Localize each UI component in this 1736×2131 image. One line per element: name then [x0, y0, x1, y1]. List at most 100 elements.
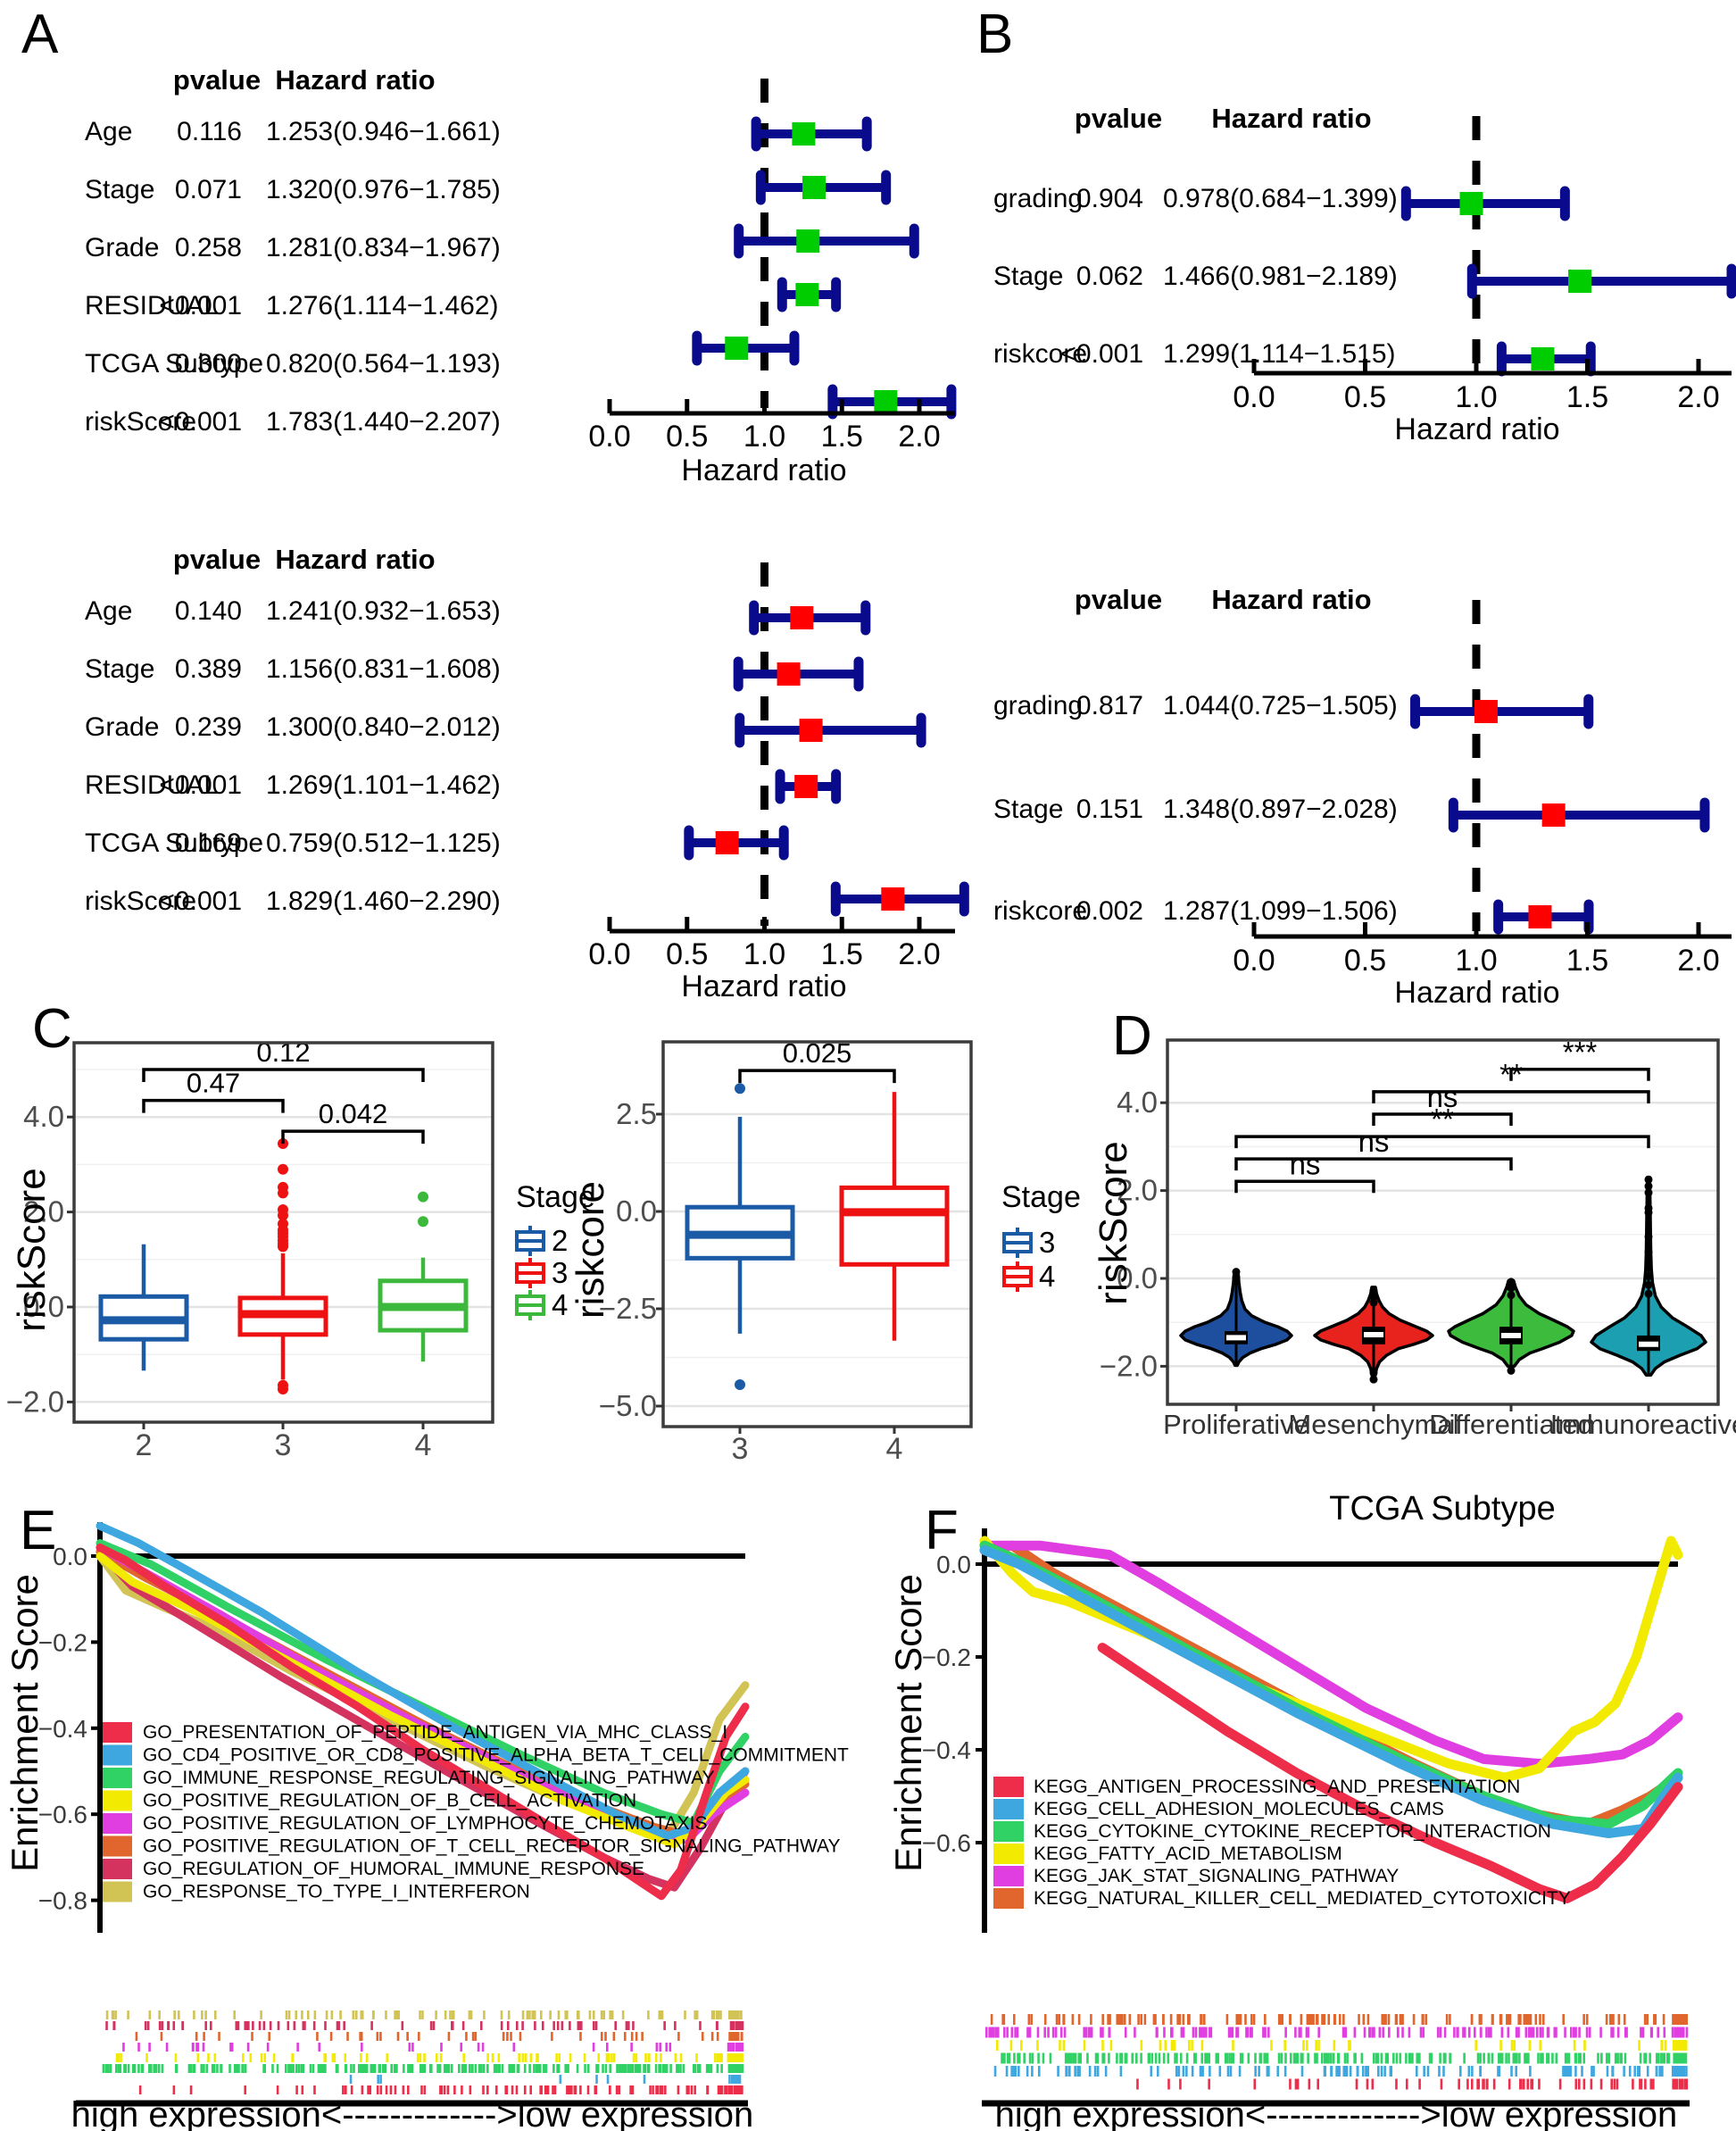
x-axis-title: Hazard ratio	[681, 454, 846, 487]
significance-bracket	[738, 1069, 896, 1084]
enrichment-curve	[979, 1540, 1683, 1769]
legend-swatch	[993, 1799, 1024, 1819]
hr-marker	[1528, 905, 1552, 928]
violin-point	[1369, 1293, 1378, 1302]
violin-point	[1232, 1273, 1241, 1282]
legend-swatch	[103, 1768, 132, 1788]
legend-swatch	[103, 1881, 132, 1902]
forest-row-hr: 1.269(1.101−1.462)	[266, 770, 501, 800]
legend-entry-label: GO_POSITIVE_REGULATION_OF_T_CELL_RECEPTO…	[143, 1836, 841, 1857]
legend-swatch	[103, 1859, 132, 1879]
y-axis-title: riskScore	[1092, 1141, 1135, 1304]
violin-point	[1644, 1247, 1653, 1256]
hr-marker	[796, 229, 820, 253]
outlier-point	[418, 1191, 428, 1203]
x-axis-tick-label: 0.5	[1344, 380, 1386, 414]
legend-entry-label: KEGG_CYTOKINE_CYTOKINE_RECEPTOR_INTERACT…	[1034, 1821, 1551, 1842]
legend-entry-label: GO_PRESENTATION_OF_PEPTIDE_ANTIGEN_VIA_M…	[143, 1722, 727, 1743]
forest-row-label: RESIDUAL	[85, 770, 219, 800]
legend-entry-label: 3	[552, 1256, 568, 1289]
legend-entry-label: KEGG_NATURAL_KILLER_CELL_MEDIATED_CYTOTO…	[1034, 1888, 1571, 1909]
forest-row-pvalue: 0.002	[1076, 896, 1143, 926]
hr-marker	[799, 719, 823, 742]
legend-entry-label: 4	[552, 1288, 568, 1321]
x-axis-tick-label: 0.5	[666, 937, 708, 971]
significance-bracket	[1509, 1068, 1650, 1081]
legend-entry-label: GO_RESPONSE_TO_TYPE_I_INTERFERON	[143, 1882, 530, 1902]
x-axis-tick-label: 1.0	[743, 937, 785, 971]
panel-label-e: E	[20, 1500, 57, 1561]
forest-row-pvalue: 0.071	[175, 175, 242, 204]
outlier-point	[278, 1187, 288, 1199]
x-axis-tick-label: 1.5	[821, 937, 863, 971]
forest-row-pvalue: 0.151	[1076, 795, 1143, 824]
y-axis-title: Enrichment Score	[887, 1574, 929, 1872]
legend-entry-label: GO_CD4_POSITIVE_OR_CD8_POSITIVE_ALPHA_BE…	[143, 1745, 849, 1766]
legend-entry-label: 4	[1039, 1260, 1055, 1293]
x-tick-label: 3	[732, 1432, 749, 1466]
violin-point	[1369, 1298, 1378, 1307]
hr-marker	[725, 337, 749, 360]
violin-point	[1644, 1261, 1653, 1269]
x-axis-tick-label: 0.0	[588, 420, 630, 454]
y-tick-label: −0.6	[922, 1829, 971, 1857]
violin-point	[1507, 1366, 1516, 1375]
panel-d-violin: *****ns**nsns−2.00.02.04.0ProliferativeM…	[1092, 1036, 1736, 1527]
forest-row-label: TCGA Subtype	[85, 828, 263, 858]
y-tick-label: −0.8	[38, 1887, 87, 1915]
legend-title: Stage	[516, 1180, 595, 1214]
violin-point	[1369, 1375, 1378, 1384]
enrichment-curve	[979, 1536, 1683, 1783]
y-tick-label: 2.5	[616, 1097, 657, 1130]
violin-point	[1644, 1188, 1653, 1197]
legend-swatch	[103, 1790, 132, 1811]
y-tick-label: 0.0	[23, 1290, 64, 1323]
x-axis-title: Hazard ratio	[681, 970, 846, 1003]
violin-point	[1644, 1280, 1653, 1289]
forest-row-pvalue: 0.817	[1076, 691, 1143, 720]
box	[839, 1185, 950, 1267]
x-axis-tick-label: 2.0	[1677, 944, 1719, 978]
column-header-hazard-ratio: Hazard ratio	[275, 544, 435, 575]
column-header-pvalue: pvalue	[1075, 584, 1162, 615]
y-tick-label: 0.0	[616, 1195, 657, 1228]
forest-row-hr: 1.466(0.981−2.189)	[1163, 262, 1398, 291]
legend-entry-label: GO_REGULATION_OF_HUMORAL_IMMUNE_RESPONSE	[143, 1859, 644, 1879]
x-tick-label: 4	[415, 1428, 432, 1462]
legend-swatch	[103, 1813, 132, 1834]
forest-row-pvalue: <0.001	[159, 887, 242, 916]
significance-bracket	[1234, 1179, 1375, 1194]
forest-row-hr: 1.783(1.440−2.207)	[266, 407, 501, 437]
violin-point	[1507, 1291, 1516, 1300]
panel-a-forest-univariate: pvalue Hazard ratio Age 0.116 1.253(0.946−1.…	[85, 64, 957, 487]
forest-row-label: Stage	[993, 262, 1063, 291]
forest-row-hr: 0.978(0.684−1.399)	[1163, 184, 1398, 213]
x-axis-tick-label: 0.0	[588, 937, 630, 971]
hr-marker	[1459, 192, 1483, 215]
forest-row-hr: 1.276(1.114−1.462)	[266, 291, 499, 320]
forest-row-pvalue: 0.389	[175, 654, 242, 684]
significance-bracket	[142, 1098, 285, 1113]
legend-swatch	[993, 1777, 1024, 1797]
panel-e-gsea-go: 0.0 −0.2 −0.4 −0.6 −0.8 Enrichment Score GO_PR…	[4, 1521, 849, 2131]
x-axis-title: Hazard ratio	[1394, 976, 1559, 1010]
forest-row-label: riskScore	[85, 887, 196, 916]
forest-row-pvalue: 0.258	[175, 233, 242, 262]
hr-marker	[874, 390, 898, 413]
significance-label: ns	[1427, 1080, 1458, 1113]
panel-label-a: A	[21, 4, 59, 65]
x-tick-label: Differentiated	[1429, 1409, 1593, 1440]
y-axis-title: Enrichment Score	[4, 1574, 46, 1872]
x-axis-tick-label: 1.5	[1566, 380, 1608, 414]
y-tick-label: 0.0	[936, 1551, 971, 1578]
y-tick-label: −0.4	[922, 1736, 971, 1764]
legend-swatch	[103, 1835, 132, 1857]
forest-row-label: Age	[85, 117, 132, 146]
y-tick-label: 4.0	[1117, 1086, 1158, 1119]
x-axis-tick-label: 1.0	[1455, 380, 1497, 414]
forest-row-label: riskcore	[993, 896, 1087, 926]
